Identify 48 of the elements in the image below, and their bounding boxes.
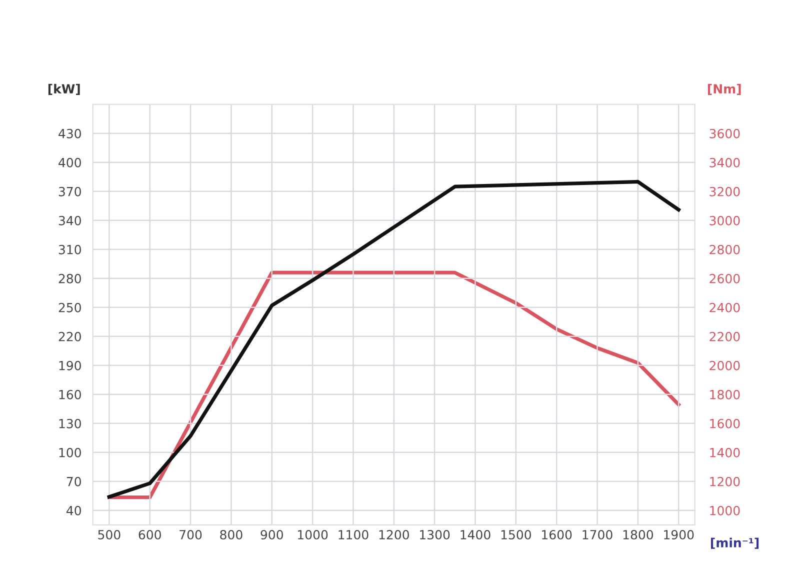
y2-tick-label: 1800 — [710, 390, 740, 400]
y2-tick-label: 2400 — [710, 302, 740, 312]
x-tick-label: 1800 — [623, 530, 654, 540]
x-tick-label: 1200 — [379, 530, 409, 540]
y-tick-label: 280 — [58, 274, 81, 284]
y2-tick-label: 3400 — [710, 158, 740, 168]
line-series — [107, 180, 680, 499]
y-tick-label: 190 — [59, 360, 81, 370]
y-tick-label: 160 — [59, 390, 81, 400]
y-tick-label: 430 — [58, 128, 81, 138]
y-tick-label: 100 — [59, 448, 81, 458]
y-tick-label: 340 — [58, 216, 81, 226]
y2-tick-label: 1200 — [710, 476, 740, 486]
y-tick-label: 70 — [66, 476, 81, 486]
y2-tick-label: 2000 — [710, 360, 740, 370]
x-tick-label: 1000 — [298, 530, 328, 540]
y-tick-label: 220 — [58, 332, 81, 342]
y2-tick-label: 2800 — [710, 244, 740, 254]
y-axis-title: [kW] — [48, 84, 80, 96]
y2-tick-label: 3600 — [710, 128, 740, 138]
x-tick-label: 1100 — [338, 530, 368, 540]
y-tick-label: 400 — [58, 158, 81, 168]
y-tick-label: 130 — [59, 418, 81, 428]
y2-tick-label: 2200 — [710, 332, 740, 342]
y2-tick-label: 3200 — [710, 186, 740, 196]
x-tick-label: 600 — [138, 530, 161, 540]
y-tick-label: 250 — [58, 302, 81, 312]
y2-tick-label: 3000 — [710, 216, 740, 226]
y2-tick-label: 2600 — [710, 274, 740, 284]
y-tick-label: 370 — [58, 186, 81, 196]
x-tick-label: 500 — [98, 530, 120, 540]
x-tick-label: 1700 — [582, 530, 612, 540]
y2-tick-label: 1600 — [710, 418, 740, 428]
x-tick-label: 700 — [180, 530, 202, 540]
x-axis-title: [min⁻¹] — [711, 538, 759, 549]
y2-axis-title: [Nm] — [708, 84, 741, 96]
line-series — [107, 270, 680, 500]
y2-tick-label: 1000 — [710, 506, 740, 516]
x-tick-label: 900 — [260, 530, 283, 540]
y2-tick-label: 1400 — [710, 448, 740, 458]
x-tick-label: 800 — [220, 530, 242, 540]
x-tick-label: 1400 — [460, 530, 490, 540]
y-tick-label: 40 — [66, 506, 81, 516]
x-tick-label: 1300 — [420, 530, 450, 540]
x-tick-label: 1600 — [542, 530, 572, 540]
y-tick-label: 310 — [58, 244, 81, 254]
x-tick-label: 1900 — [664, 530, 694, 540]
x-tick-label: 1500 — [501, 530, 531, 540]
